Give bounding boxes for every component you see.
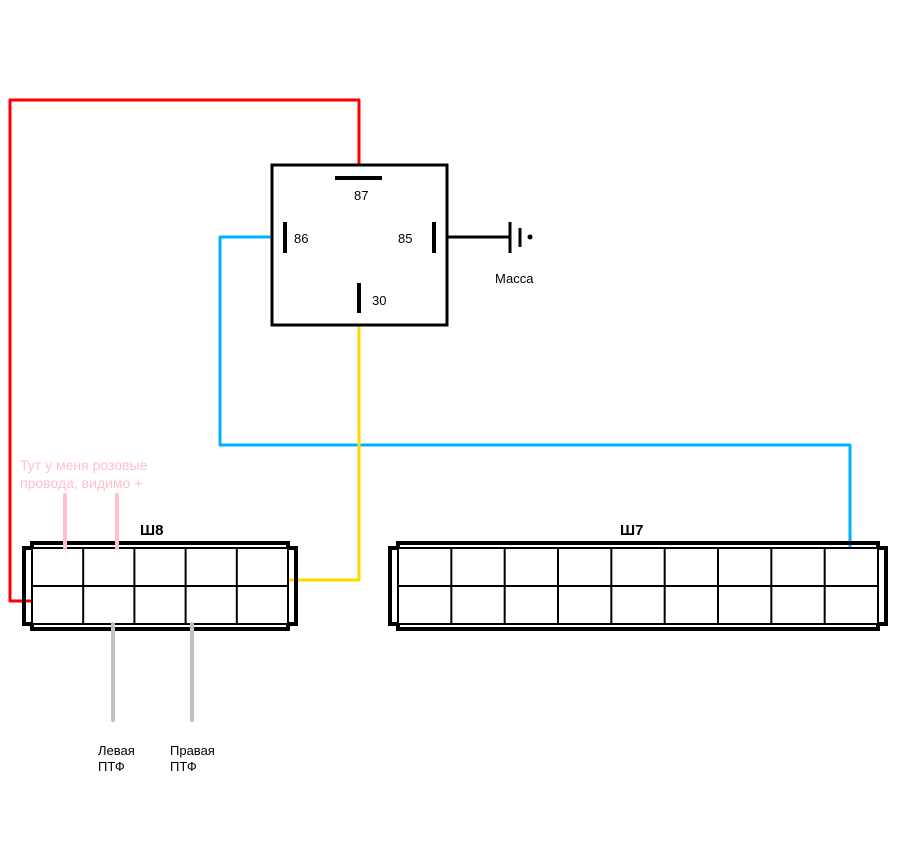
right-ptf-line-1: ПТФ — [170, 759, 197, 774]
connector-sh8-label: Ш8 — [140, 522, 163, 539]
right-ptf-line-0: Правая — [170, 743, 215, 758]
connector-sh7-label: Ш7 — [620, 522, 643, 539]
ground-label: Масса — [495, 271, 534, 286]
relay-pin-label-86: 86 — [294, 231, 308, 246]
ground-dot — [528, 235, 533, 240]
wire-yellow — [288, 325, 359, 580]
pink-note-line-1: провода, видимо + — [20, 475, 142, 491]
relay-pin-label-30: 30 — [372, 293, 386, 308]
left-ptf-line-1: ПТФ — [98, 759, 125, 774]
pink-note-line-0: Тут у меня розовые — [20, 457, 148, 473]
relay-pin-label-87: 87 — [354, 188, 368, 203]
relay-pin-label-85: 85 — [398, 231, 412, 246]
left-ptf-line-0: Левая — [98, 743, 135, 758]
